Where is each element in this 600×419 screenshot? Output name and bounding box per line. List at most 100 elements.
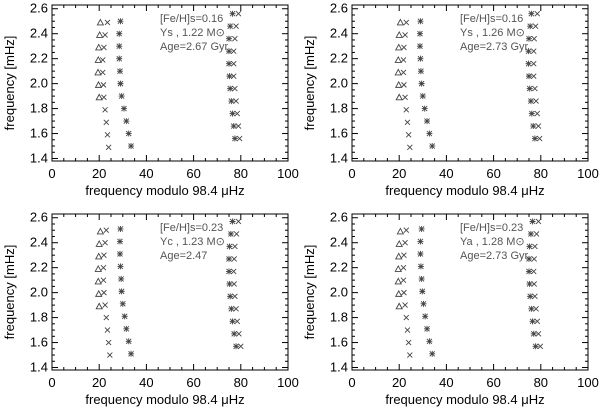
data-point-asterisk xyxy=(418,225,425,232)
data-point-cross xyxy=(103,314,110,321)
data-point-cross xyxy=(101,252,107,259)
data-point-asterisk xyxy=(419,93,426,100)
data-point-asterisk xyxy=(424,325,431,332)
data-point-cross xyxy=(237,343,244,350)
data-point-cross xyxy=(400,57,407,63)
data-point-asterisk xyxy=(529,218,536,225)
data-point-cross xyxy=(101,289,107,296)
x-axis-label: frequency modulo 98.4 μHz xyxy=(85,392,244,407)
data-point-triangle xyxy=(94,55,103,63)
data-point-triangle xyxy=(395,240,403,247)
data-point-cross xyxy=(104,131,111,138)
data-point-cross xyxy=(401,82,407,88)
data-point-asterisk xyxy=(525,48,532,55)
y-tick-label: 1.6 xyxy=(330,335,348,350)
model-annotation-2: Ya , 1.28 M⊙ xyxy=(460,236,525,248)
data-point-cross xyxy=(530,48,537,54)
data-point-asterisk xyxy=(118,93,125,100)
data-point-triangle xyxy=(95,240,103,247)
data-point-asterisk xyxy=(531,135,538,142)
x-tick-label: 60 xyxy=(486,375,500,390)
data-point-asterisk xyxy=(226,60,232,67)
data-point-cross xyxy=(233,306,239,312)
chart-panel-1: 0 20 40 60 80 100 1.4 1.6 1.8 2.0 2.2 2.4 2.6 frequen… xyxy=(2,1,299,198)
data-point-cross xyxy=(234,318,241,325)
y-tick-label: 1.4 xyxy=(30,151,48,166)
y-tick-label: 2.2 xyxy=(330,51,348,66)
data-point-triangle xyxy=(394,264,403,272)
y-tick-label: 2.2 xyxy=(30,51,48,66)
data-point-cross xyxy=(236,135,243,142)
data-point-asterisk xyxy=(116,250,123,257)
model-annotation-1: [Fe/H]s=0.23 xyxy=(460,222,523,234)
model-annotation-1: [Fe/H]s=0.16 xyxy=(160,13,223,25)
chart-panel-2: 0 20 40 60 80 100 1.4 1.6 1.8 2.0 2.2 2.4 2.6 frequen… xyxy=(302,1,599,198)
data-point-asterisk xyxy=(526,35,532,42)
data-point-triangle xyxy=(94,277,103,285)
data-point-asterisk xyxy=(528,305,535,312)
data-point-asterisk xyxy=(118,275,125,282)
data-point-cross xyxy=(532,85,538,92)
x-tick-label: 60 xyxy=(186,375,200,390)
data-point-cross xyxy=(401,289,407,296)
data-point-cross xyxy=(400,277,407,283)
data-point-cross xyxy=(231,256,238,262)
data-point-asterisk xyxy=(128,350,135,357)
y-tick-label: 2.6 xyxy=(330,1,348,16)
data-point-asterisk xyxy=(416,43,423,50)
y-tick-label: 1.4 xyxy=(330,151,348,166)
data-point-asterisk xyxy=(120,105,127,112)
data-point-asterisk xyxy=(526,280,533,287)
x-axis-label: frequency modulo 98.4 μHz xyxy=(85,183,244,198)
data-point-asterisk xyxy=(230,123,237,130)
data-point-triangle xyxy=(394,68,403,76)
data-point-asterisk xyxy=(128,143,135,150)
data-point-cross xyxy=(402,94,408,101)
data-point-cross xyxy=(234,110,241,117)
data-point-asterisk xyxy=(125,338,132,345)
data-point-cross xyxy=(407,352,413,358)
data-point-cross xyxy=(405,131,412,138)
data-point-cross xyxy=(233,231,240,237)
chart-panel-3: 0 20 40 60 80 100 1.4 1.6 1.8 2.0 2.2 2.4 2.6 frequen… xyxy=(2,210,299,407)
data-point-cross xyxy=(235,123,242,129)
data-point-triangle xyxy=(95,31,104,38)
data-point-asterisk xyxy=(429,350,436,357)
data-point-cross xyxy=(104,19,111,26)
data-point-cross xyxy=(102,302,108,308)
data-point-asterisk xyxy=(527,23,534,30)
data-point-asterisk xyxy=(229,318,236,325)
data-point-cross xyxy=(105,339,112,346)
model-annotation-2: Ys , 1.22 M⊙ xyxy=(160,27,225,39)
data-point-asterisk xyxy=(119,300,126,307)
data-point-asterisk xyxy=(227,293,234,300)
data-point-asterisk xyxy=(422,313,429,320)
x-tick-label: 80 xyxy=(234,375,248,390)
data-point-asterisk xyxy=(526,243,533,250)
x-tick-label: 100 xyxy=(277,166,299,181)
x-tick-label: 100 xyxy=(577,375,599,390)
data-point-asterisk xyxy=(527,293,534,300)
data-point-cross xyxy=(107,352,113,358)
y-tick-label: 1.8 xyxy=(330,310,348,325)
data-point-asterisk xyxy=(528,110,535,117)
x-tick-label: 80 xyxy=(234,166,248,181)
data-point-cross xyxy=(404,119,411,126)
data-point-cross xyxy=(532,293,538,300)
data-point-asterisk xyxy=(226,48,232,55)
data-point-cross xyxy=(534,318,541,325)
y-tick-label: 2.4 xyxy=(30,26,48,41)
data-point-cross xyxy=(100,277,107,283)
data-point-asterisk xyxy=(529,318,536,325)
data-point-cross xyxy=(402,32,408,38)
data-point-asterisk xyxy=(117,263,124,270)
x-axis-label: frequency modulo 98.4 μHz xyxy=(385,183,544,198)
data-point-asterisk xyxy=(417,68,424,75)
data-point-cross xyxy=(531,256,538,262)
x-tick-label: 80 xyxy=(534,166,548,181)
data-point-asterisk xyxy=(116,30,123,37)
data-point-asterisk xyxy=(227,23,234,30)
data-point-triangle xyxy=(395,31,403,38)
data-point-cross xyxy=(533,231,540,237)
